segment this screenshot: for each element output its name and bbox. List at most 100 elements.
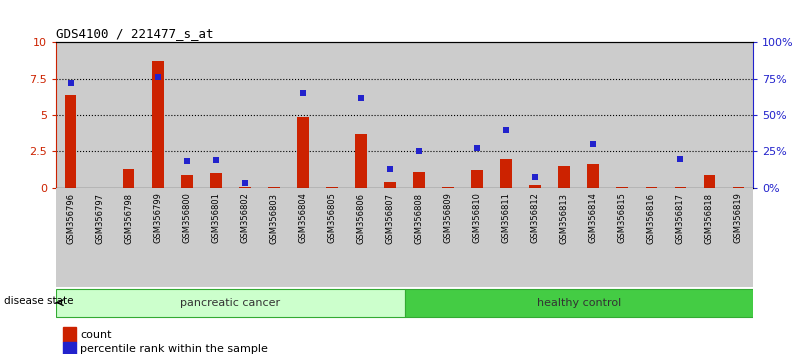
Bar — [578, 42, 608, 188]
Bar — [703, 175, 715, 188]
Bar — [143, 188, 172, 287]
Bar — [260, 42, 288, 188]
Text: GSM356816: GSM356816 — [647, 193, 656, 244]
Text: GSM356802: GSM356802 — [240, 193, 249, 244]
Bar — [617, 187, 628, 188]
Text: GSM356818: GSM356818 — [705, 193, 714, 244]
Text: GSM356807: GSM356807 — [385, 193, 394, 244]
Bar — [231, 188, 260, 287]
Bar — [123, 169, 135, 188]
Bar — [231, 42, 260, 188]
Text: GSM356808: GSM356808 — [415, 193, 424, 244]
Bar — [694, 42, 724, 188]
Text: GSM356810: GSM356810 — [473, 193, 481, 244]
Bar — [65, 95, 76, 188]
Bar — [471, 170, 483, 188]
Bar — [462, 188, 492, 287]
Bar — [646, 187, 657, 188]
Text: percentile rank within the sample: percentile rank within the sample — [80, 344, 268, 354]
Bar — [433, 42, 462, 188]
Bar — [405, 42, 433, 188]
Bar — [346, 42, 376, 188]
Bar — [521, 188, 549, 287]
Bar — [637, 42, 666, 188]
Bar — [201, 42, 231, 188]
Bar — [355, 134, 367, 188]
Bar — [462, 42, 492, 188]
Bar — [85, 188, 114, 287]
Text: healthy control: healthy control — [537, 298, 621, 308]
Bar — [733, 187, 744, 188]
Text: GSM356797: GSM356797 — [95, 193, 104, 244]
Bar — [56, 188, 85, 287]
Bar — [317, 188, 346, 287]
Text: GSM356801: GSM356801 — [211, 193, 220, 244]
Bar — [501, 159, 512, 188]
Text: disease state: disease state — [4, 296, 74, 306]
Bar — [384, 182, 396, 188]
Text: GDS4100 / 221477_s_at: GDS4100 / 221477_s_at — [56, 27, 214, 40]
Bar — [85, 42, 114, 188]
FancyBboxPatch shape — [56, 289, 405, 317]
Bar — [674, 187, 686, 188]
Bar — [549, 188, 578, 287]
Bar — [529, 185, 541, 188]
Bar — [376, 188, 405, 287]
Bar — [558, 166, 570, 188]
Bar — [152, 61, 163, 188]
Bar — [433, 188, 462, 287]
Bar — [549, 42, 578, 188]
Bar — [666, 42, 694, 188]
Bar — [492, 42, 521, 188]
Bar — [268, 187, 280, 188]
Text: GSM356819: GSM356819 — [734, 193, 743, 244]
Bar — [608, 42, 637, 188]
Bar — [413, 172, 425, 188]
Bar — [210, 173, 222, 188]
Text: GSM356817: GSM356817 — [676, 193, 685, 244]
Text: GSM356799: GSM356799 — [153, 193, 162, 244]
Text: GSM356800: GSM356800 — [183, 193, 191, 244]
FancyBboxPatch shape — [405, 289, 753, 317]
Bar — [346, 188, 376, 287]
Bar — [442, 187, 454, 188]
Bar — [608, 188, 637, 287]
Bar — [587, 164, 599, 188]
Bar — [239, 187, 251, 188]
Bar — [63, 342, 75, 354]
Text: GSM356805: GSM356805 — [328, 193, 336, 244]
Bar — [694, 188, 724, 287]
Bar — [326, 187, 338, 188]
Bar — [376, 42, 405, 188]
Bar — [181, 175, 192, 188]
Bar — [288, 42, 317, 188]
Text: GSM356804: GSM356804 — [299, 193, 308, 244]
Bar — [288, 188, 317, 287]
Bar — [666, 188, 694, 287]
Text: GSM356806: GSM356806 — [356, 193, 365, 244]
Text: GSM356812: GSM356812 — [531, 193, 540, 244]
Text: GSM356815: GSM356815 — [618, 193, 626, 244]
Bar — [143, 42, 172, 188]
Text: GSM356813: GSM356813 — [560, 193, 569, 244]
Bar — [492, 188, 521, 287]
Bar — [578, 188, 608, 287]
Text: GSM356809: GSM356809 — [444, 193, 453, 244]
Bar — [201, 188, 231, 287]
Text: GSM356798: GSM356798 — [124, 193, 133, 244]
Bar — [405, 188, 433, 287]
Text: GSM356796: GSM356796 — [66, 193, 75, 244]
Text: GSM356811: GSM356811 — [501, 193, 510, 244]
Bar — [724, 42, 753, 188]
Bar — [637, 188, 666, 287]
Bar — [317, 42, 346, 188]
Bar — [63, 327, 75, 342]
Bar — [521, 42, 549, 188]
Bar — [172, 42, 201, 188]
Text: GSM356814: GSM356814 — [589, 193, 598, 244]
Bar — [260, 188, 288, 287]
Text: GSM356803: GSM356803 — [269, 193, 278, 244]
Text: pancreatic cancer: pancreatic cancer — [180, 298, 280, 308]
Bar — [114, 42, 143, 188]
Bar — [172, 188, 201, 287]
